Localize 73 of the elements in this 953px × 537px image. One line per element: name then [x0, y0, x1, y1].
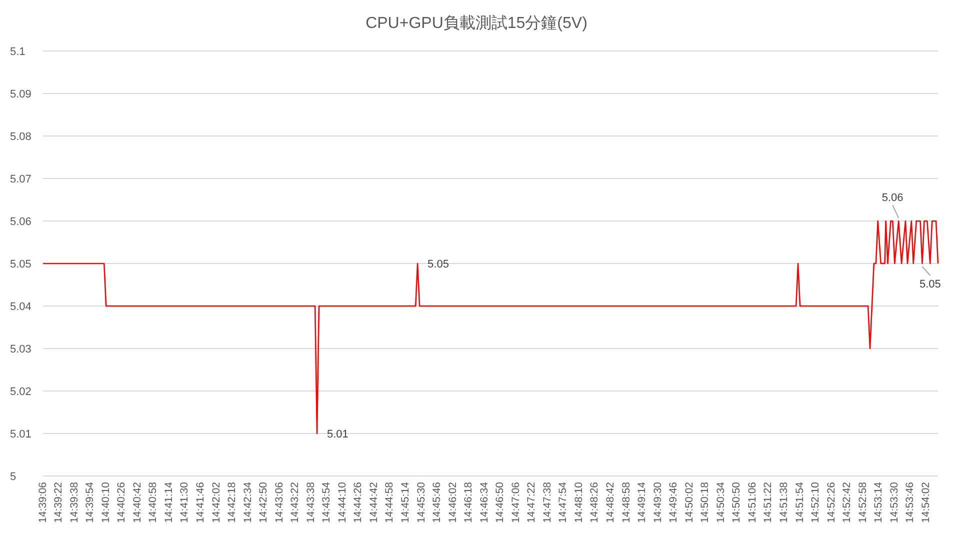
- x-tick-label: 14:52:58: [856, 482, 869, 523]
- x-tick-label: 14:40:58: [147, 482, 160, 523]
- x-tick-label: 14:41:46: [194, 482, 206, 523]
- x-tick-label: 14:47:38: [541, 482, 554, 523]
- x-tick-label: 14:46:02: [446, 482, 459, 523]
- y-tick-label: 5.03: [10, 344, 32, 356]
- x-tick-label: 14:42:02: [210, 482, 222, 523]
- annotation: 5.05: [920, 278, 941, 290]
- annotation: 5.01: [327, 428, 348, 440]
- y-tick-label: 5.04: [10, 301, 32, 313]
- x-tick-label: 14:44:26: [352, 482, 364, 523]
- x-tick-label: 14:48:58: [620, 482, 632, 523]
- x-tick-label: 14:54:02: [920, 482, 932, 523]
- x-tick-label: 14:53:46: [904, 482, 916, 523]
- x-tick-label: 14:43:54: [320, 482, 333, 523]
- x-tick-label: 14:47:06: [510, 482, 522, 523]
- x-tick-label: 14:44:58: [384, 482, 396, 523]
- x-tick-label: 14:40:10: [100, 482, 112, 523]
- annotation: 5.06: [882, 192, 904, 204]
- y-tick-label: 5.01: [10, 428, 32, 440]
- x-tick-label: 14:39:54: [84, 482, 96, 523]
- x-tick-label: 14:50:50: [730, 482, 743, 523]
- x-tick-label: 14:48:42: [604, 482, 617, 523]
- y-tick-label: 5: [10, 471, 16, 483]
- y-tick-label: 5.06: [10, 216, 32, 228]
- x-tick-label: 14:47:54: [557, 482, 570, 523]
- x-tick-label: 14:46:34: [478, 482, 490, 523]
- x-tick-label: 14:51:22: [762, 482, 774, 523]
- chart-title: CPU+GPU負載測試15分鐘(5V): [366, 14, 588, 32]
- x-tick-label: 14:39:06: [36, 482, 49, 523]
- x-tick-label: 14:42:18: [226, 482, 238, 523]
- x-tick-label: 14:52:26: [825, 482, 838, 523]
- y-tick-label: 5.02: [10, 386, 32, 398]
- x-tick-label: 14:45:30: [415, 482, 428, 523]
- x-tick-label: 14:51:06: [746, 482, 758, 523]
- x-tick-label: 14:42:50: [258, 482, 270, 523]
- y-tick-label: 5.08: [10, 131, 32, 143]
- x-tick-label: 14:51:38: [778, 482, 790, 523]
- x-tick-label: 14:49:30: [652, 482, 664, 523]
- x-tick-label: 14:50:34: [714, 482, 727, 523]
- x-tick-label: 14:49:14: [636, 482, 648, 523]
- x-tick-label: 14:47:22: [526, 482, 538, 523]
- x-tick-label: 14:44:42: [368, 482, 380, 523]
- x-tick-label: 14:39:22: [52, 482, 65, 523]
- x-tick-label: 14:41:14: [162, 482, 175, 523]
- x-tick-label: 14:48:26: [588, 482, 601, 523]
- x-tick-label: 14:44:10: [336, 482, 348, 523]
- x-tick-label: 14:43:38: [304, 482, 317, 523]
- x-tick-label: 14:46:50: [494, 482, 506, 523]
- x-tick-label: 14:42:34: [242, 482, 254, 523]
- x-tick-label: 14:53:14: [872, 482, 885, 523]
- y-tick-label: 5.09: [10, 88, 32, 100]
- y-tick-label: 5.05: [10, 258, 32, 270]
- x-tick-label: 14:50:18: [699, 482, 712, 523]
- x-tick-label: 14:40:42: [131, 482, 144, 523]
- x-tick-label: 14:43:06: [273, 482, 286, 523]
- x-tick-label: 14:48:10: [572, 482, 585, 523]
- x-tick-label: 14:52:42: [841, 482, 854, 523]
- x-tick-label: 14:53:30: [888, 482, 900, 523]
- x-tick-label: 14:52:10: [810, 482, 822, 523]
- x-tick-label: 14:45:14: [400, 482, 412, 523]
- y-tick-label: 5.07: [10, 174, 32, 186]
- y-tick-label: 5.1: [10, 46, 26, 58]
- x-tick-label: 14:39:38: [68, 482, 80, 523]
- annotation: 5.05: [428, 258, 449, 270]
- x-tick-label: 14:49:46: [668, 482, 680, 523]
- x-tick-label: 14:50:02: [683, 482, 696, 523]
- x-tick-label: 14:45:46: [431, 482, 444, 523]
- x-tick-label: 14:40:26: [116, 482, 128, 523]
- x-tick-label: 14:51:54: [794, 482, 806, 523]
- x-tick-label: 14:41:30: [178, 482, 191, 523]
- x-tick-label: 14:43:22: [289, 482, 302, 523]
- x-tick-label: 14:46:18: [462, 482, 475, 523]
